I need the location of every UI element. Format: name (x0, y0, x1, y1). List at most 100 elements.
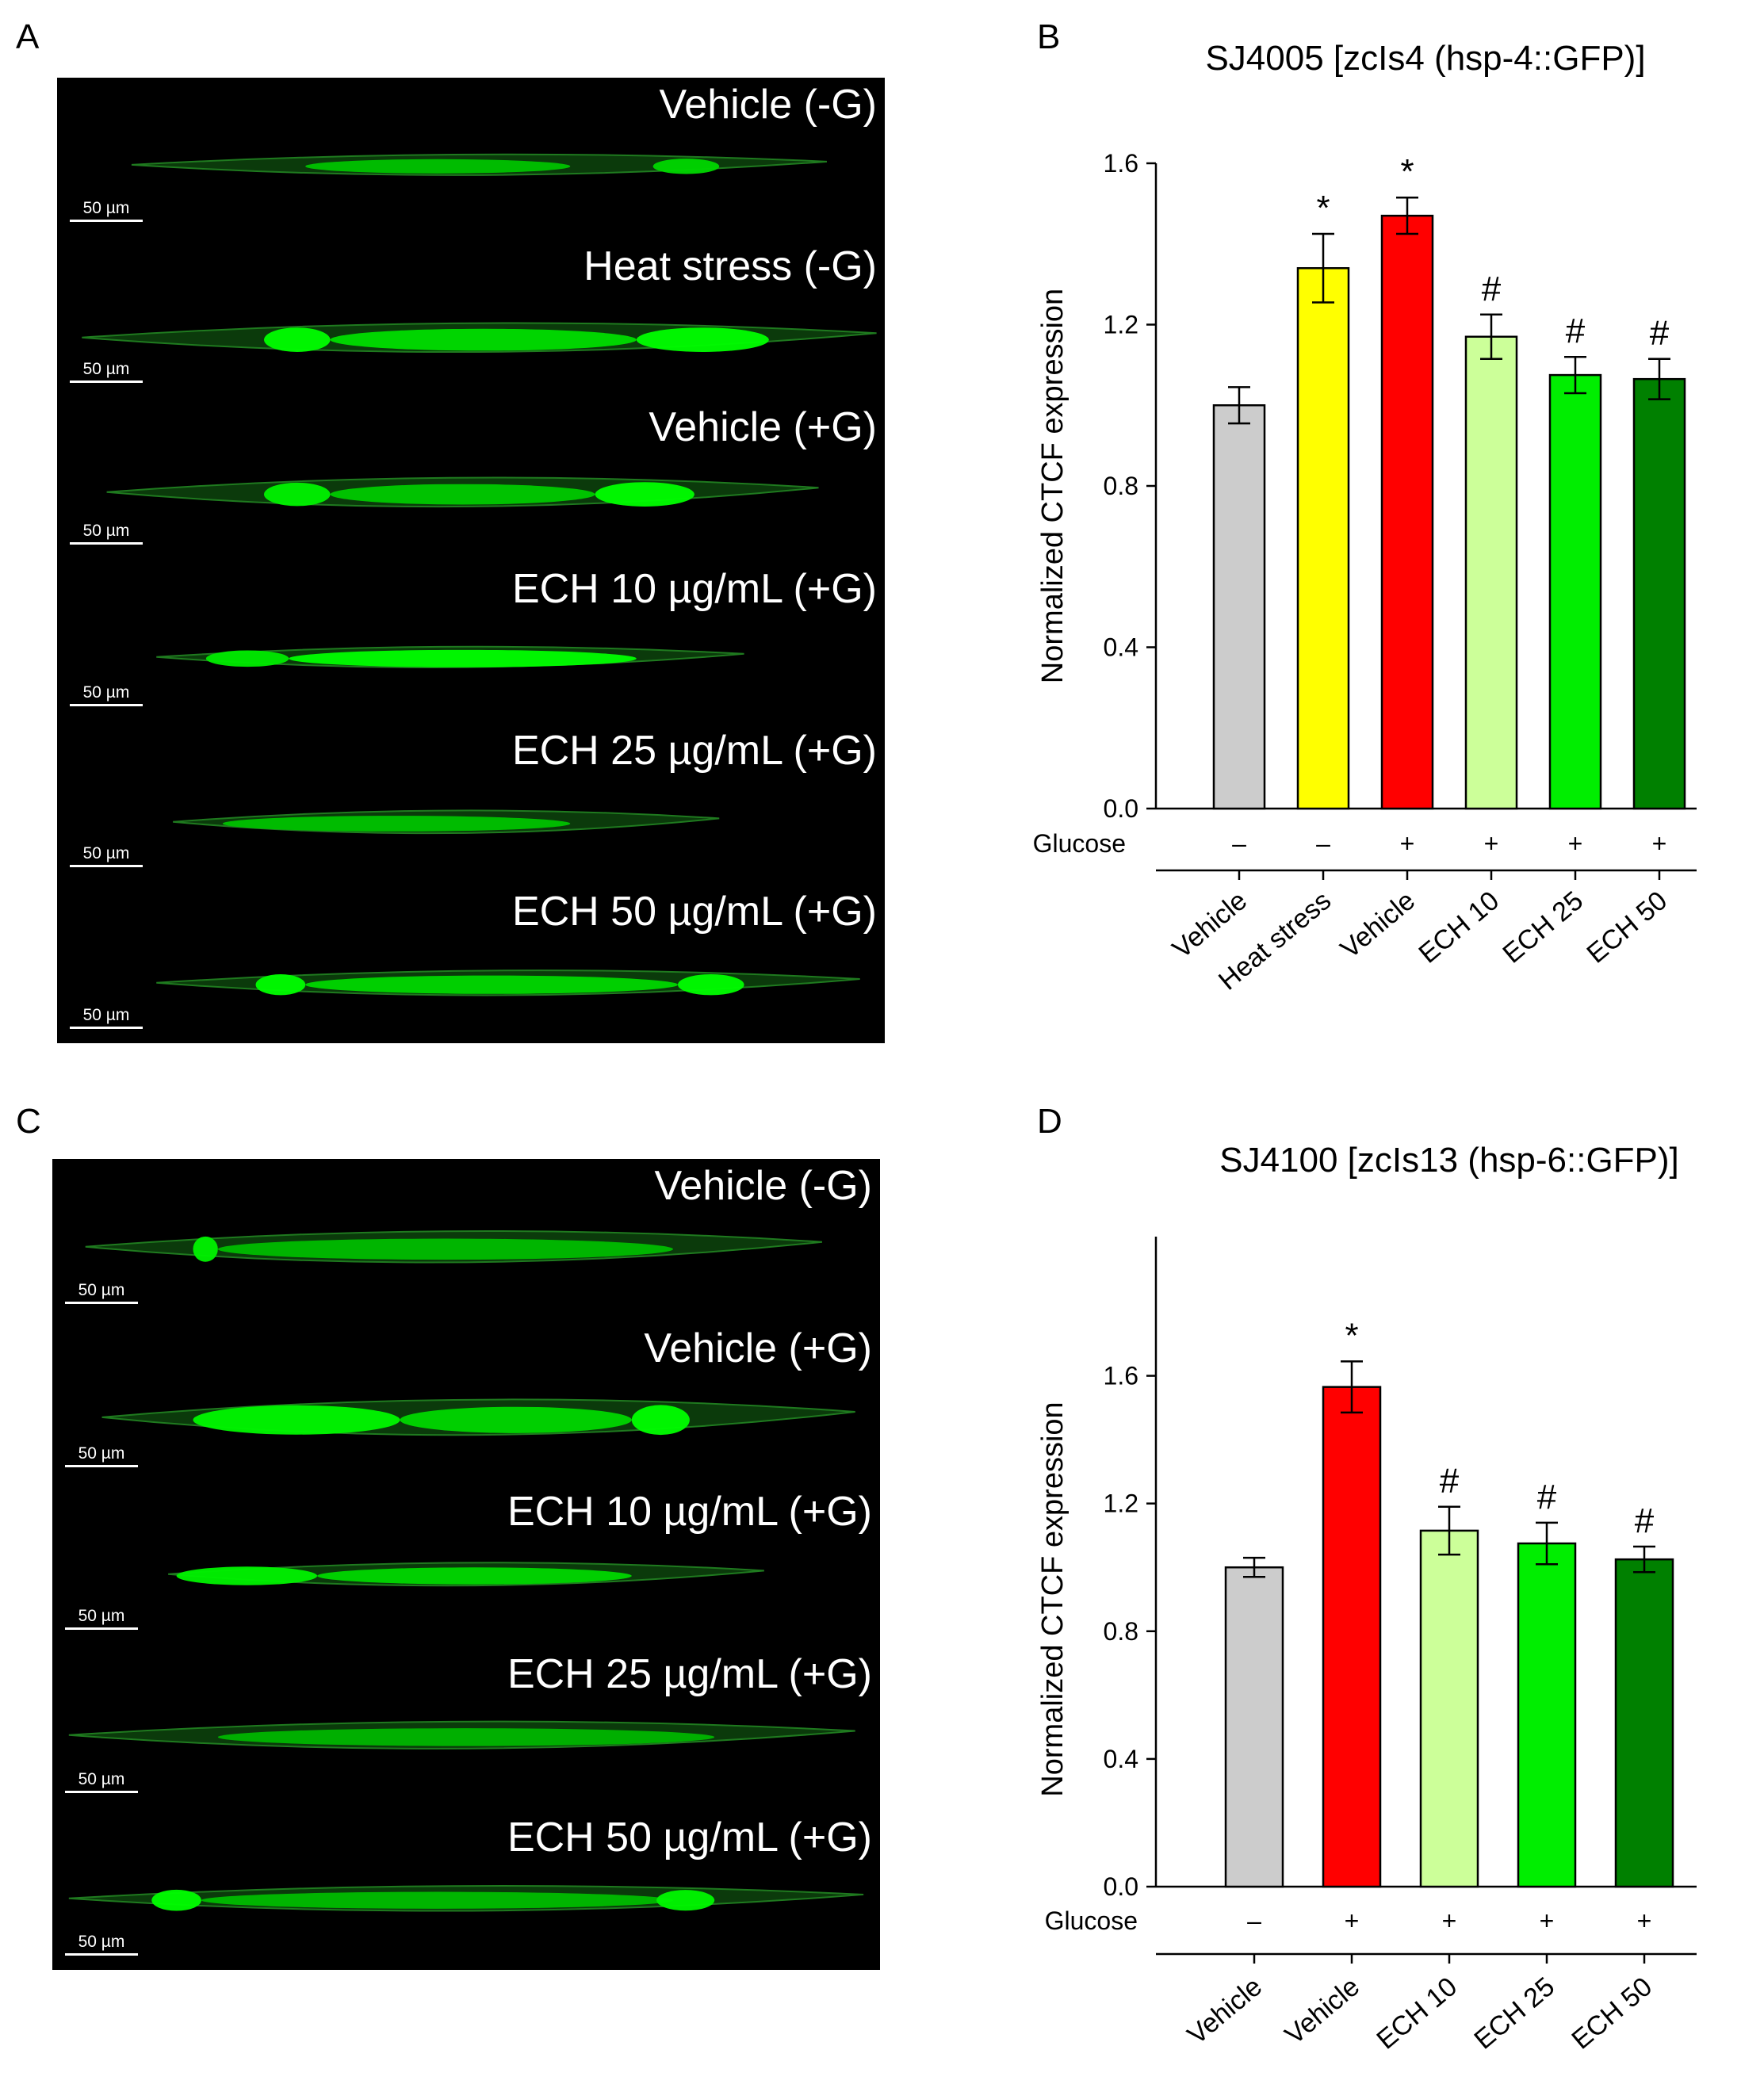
scale-bar-label: 50 µm (82, 844, 130, 863)
significance-marker: # (1482, 270, 1502, 308)
scale-bar: 50 µm (65, 1607, 138, 1631)
significance-marker: * (1400, 152, 1414, 191)
panel-c-worm-image-3 (168, 1562, 764, 1587)
y-tick-label: 0.4 (1104, 633, 1138, 662)
x-category-label: ECH 10 (1414, 885, 1506, 969)
panel-a-row-1: Vehicle (-G) 50 µm (57, 78, 885, 236)
panel-a-worm-image-2 (82, 322, 877, 353)
significance-marker: # (1537, 1478, 1557, 1516)
glucose-sign: + (1484, 829, 1499, 858)
panel-a-row-label-3: Vehicle (+G) (649, 404, 877, 451)
scale-bar-label: 50 µm (78, 1769, 125, 1788)
chart-d: SJ4100 [zcIs13 (hsp-6::GFP)]0.0 0.4 0.8 1.2… (1036, 1141, 1697, 2055)
y-axis-label: Normalized CTCF expression (1036, 289, 1069, 683)
x-category-label: Vehicle (1182, 1971, 1268, 2051)
scale-bar-label: 50 µm (82, 683, 130, 702)
panel-c-row-label-5: ECH 50 µg/mL (+G) (507, 1814, 872, 1860)
error-bar-3 (1438, 1505, 1460, 1556)
panel-c-worm-image-1 (85, 1229, 823, 1264)
scale-bar: 50 µm (70, 1006, 143, 1029)
y-tick-label: 0.0 (1104, 1872, 1138, 1901)
scale-bar: 50 µm (65, 1933, 138, 1956)
bar-5 (1614, 1558, 1674, 1888)
bar-4 (1464, 335, 1518, 810)
panel-a-row-2: Heat stress (-G) 50 µm (57, 239, 885, 398)
scale-bar: 50 µm (65, 1281, 138, 1305)
panel-a-row-label-4: ECH 10 µg/mL (+G) (511, 566, 877, 612)
scale-bar-line (65, 1464, 138, 1467)
bar-1 (1224, 1566, 1284, 1888)
micrograph-panel-a: Vehicle (-G) 50 µm Heat stress (-G) 50 µm Ve… (57, 78, 885, 1043)
panel-a-row-6: ECH 50 µg/mL (+G) 50 µm (57, 885, 885, 1043)
scale-bar-line (65, 1952, 138, 1956)
glucose-label: Glucose (1045, 1906, 1138, 1935)
panel-a-worm-image-6 (156, 969, 860, 996)
bar-3 (1419, 1529, 1479, 1888)
y-tick-label: 1.6 (1104, 1362, 1138, 1390)
scale-bar-line (65, 1627, 138, 1631)
y-tick-label: 0.8 (1104, 472, 1138, 500)
panel-a-worm-image-1 (131, 153, 827, 176)
scale-bar-label: 50 µm (78, 1444, 125, 1463)
bar-6 (1632, 377, 1686, 810)
panel-c-row-5: ECH 50 µg/mL (+G) 50 µm (52, 1810, 880, 1970)
panel-c-row-4: ECH 25 µg/mL (+G) 50 µm (52, 1647, 880, 1807)
scale-bar-label: 50 µm (82, 521, 130, 540)
glucose-sign: + (1540, 1906, 1555, 1935)
x-category-label: Vehicle (1335, 885, 1421, 965)
scale-bar-line (70, 219, 143, 222)
panel-letter-d: D (1037, 1102, 1062, 1141)
error-bar-3 (1396, 196, 1418, 235)
error-bar-5 (1564, 355, 1586, 395)
scale-bar-line (65, 1790, 138, 1793)
x-category-label: Heat stress (1213, 885, 1337, 996)
y-tick-label: 0.4 (1104, 1745, 1138, 1773)
y-tick-label: 1.6 (1104, 149, 1138, 178)
bar-1 (1212, 404, 1266, 810)
significance-marker: * (1316, 189, 1330, 228)
significance-marker: # (1566, 312, 1586, 350)
micrograph-panel-c: Vehicle (-G) 50 µm Vehicle (+G) 50 µm ECH 10… (52, 1159, 880, 1970)
x-category-label: Vehicle (1167, 885, 1253, 965)
x-category-label: Vehicle (1280, 1971, 1365, 2051)
chart-title: SJ4100 [zcIs13 (hsp-6::GFP)] (1219, 1141, 1679, 1180)
error-bar-5 (1633, 1545, 1655, 1574)
scale-bar-label: 50 µm (78, 1932, 125, 1951)
scale-bar: 50 µm (65, 1770, 138, 1793)
panel-c-row-label-1: Vehicle (-G) (654, 1163, 872, 1209)
x-category-label: ECH 25 (1498, 885, 1590, 969)
panel-c-row-label-4: ECH 25 µg/mL (+G) (507, 1651, 872, 1698)
error-bar-4 (1480, 313, 1502, 360)
bar-5 (1548, 373, 1602, 810)
chart-title: SJ4005 [zcIs4 (hsp-4::GFP)] (1205, 39, 1645, 78)
y-axis-label: Normalized CTCF expression (1036, 1402, 1069, 1796)
glucose-label: Glucose (1033, 829, 1126, 858)
scale-bar-line (70, 703, 143, 706)
x-category-label: ECH 25 (1469, 1971, 1561, 2055)
scale-bar: 50 µm (70, 199, 143, 222)
significance-marker: # (1650, 314, 1670, 353)
scale-bar-line (65, 1302, 138, 1305)
scale-bar: 50 µm (70, 522, 143, 545)
panel-c-row-label-2: Vehicle (+G) (644, 1325, 872, 1372)
error-bar-2 (1341, 1360, 1363, 1414)
panel-c-row-3: ECH 10 µg/mL (+G) 50 µm (52, 1484, 880, 1645)
glucose-sign: – (1247, 1906, 1261, 1935)
panel-letter-c: C (16, 1102, 41, 1141)
scale-bar-label: 50 µm (82, 198, 130, 217)
x-category-label: ECH 10 (1372, 1971, 1464, 2055)
scale-bar-label: 50 µm (82, 1005, 130, 1024)
glucose-sign: + (1442, 1906, 1457, 1935)
bar-2 (1322, 1386, 1382, 1888)
glucose-sign: + (1345, 1906, 1360, 1935)
panel-a-worm-image-4 (156, 645, 744, 668)
y-tick-label: 0.0 (1104, 794, 1138, 823)
glucose-sign: + (1637, 1906, 1652, 1935)
bar-3 (1380, 214, 1434, 810)
x-category-label: ECH 50 (1567, 1971, 1659, 2055)
panel-a-row-3: Vehicle (+G) 50 µm (57, 400, 885, 559)
significance-marker: # (1635, 1501, 1655, 1540)
glucose-sign: + (1568, 829, 1583, 858)
error-bar-1 (1228, 386, 1250, 425)
panel-a-row-4: ECH 10 µg/mL (+G) 50 µm (57, 562, 885, 721)
